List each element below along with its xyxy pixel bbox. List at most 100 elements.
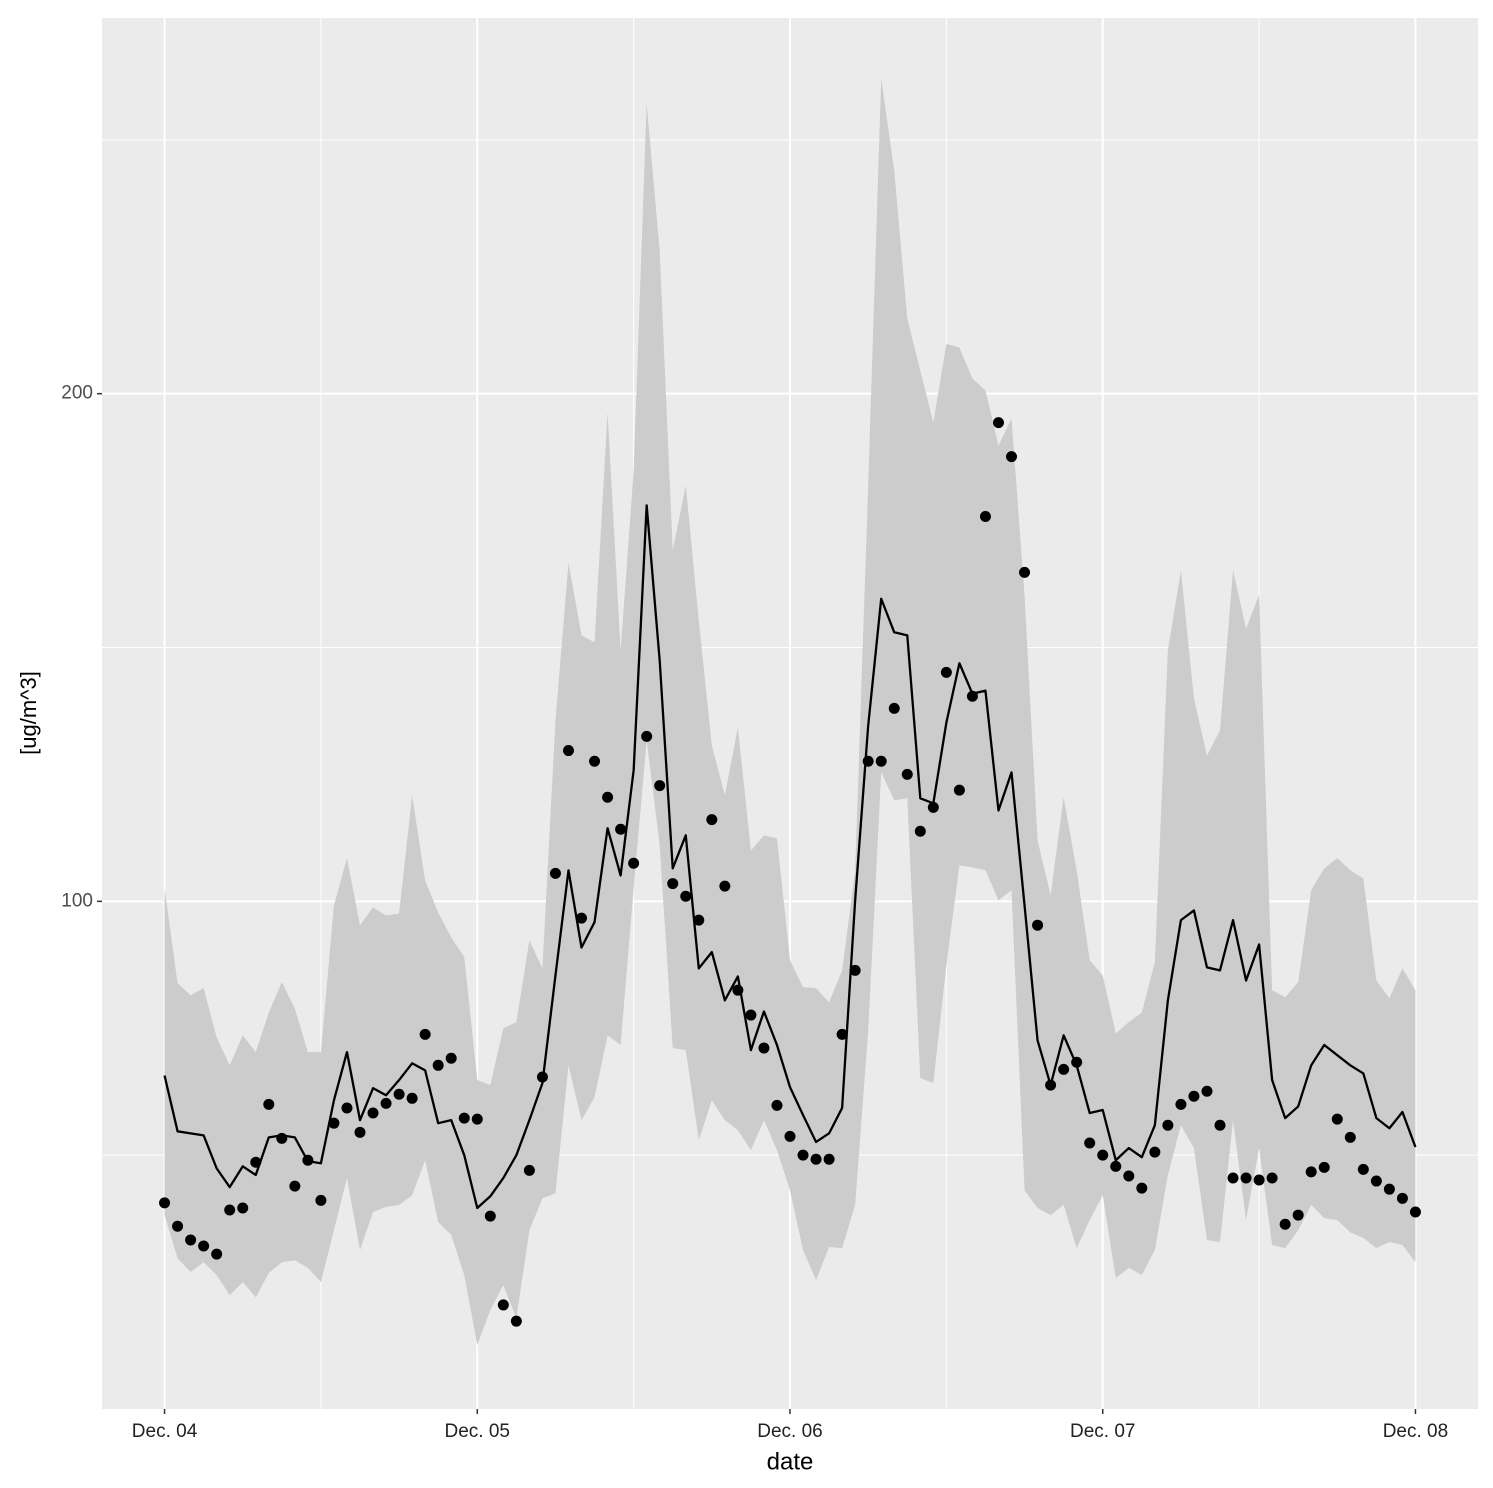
observed-point — [797, 1149, 809, 1161]
observed-point — [445, 1052, 457, 1064]
observed-point — [641, 730, 653, 742]
observed-point — [771, 1099, 783, 1111]
observed-point — [732, 984, 744, 996]
observed-point — [615, 823, 627, 835]
observed-point — [185, 1234, 197, 1246]
observed-point — [1396, 1192, 1408, 1204]
observed-point — [354, 1126, 366, 1138]
observed-point — [1279, 1218, 1291, 1230]
observed-point — [523, 1164, 535, 1176]
observed-point — [914, 825, 926, 837]
observed-point — [250, 1156, 262, 1168]
x-tick-label: Dec. 08 — [1383, 1421, 1448, 1442]
observed-point — [758, 1042, 770, 1054]
observed-point — [1370, 1175, 1382, 1187]
y-tick-label: 200 — [61, 383, 93, 404]
observed-point — [927, 801, 939, 813]
observed-point — [1175, 1098, 1187, 1110]
observed-point — [393, 1088, 405, 1100]
observed-point — [1253, 1174, 1265, 1186]
observed-point — [497, 1299, 509, 1311]
observed-point — [992, 417, 1004, 429]
observed-point — [1188, 1090, 1200, 1102]
x-tick-label: Dec. 07 — [1070, 1421, 1135, 1442]
observed-point — [875, 755, 887, 767]
observed-point — [1227, 1172, 1239, 1184]
observed-point — [328, 1117, 340, 1129]
observed-point — [1318, 1161, 1330, 1173]
observed-point — [549, 867, 561, 879]
observed-point — [458, 1112, 470, 1124]
observed-point — [979, 511, 991, 523]
observed-point — [784, 1130, 796, 1142]
observed-point — [1136, 1182, 1148, 1194]
y-axis-label: [ug/m^3] — [16, 671, 41, 755]
observed-point — [302, 1154, 314, 1166]
observed-point — [719, 880, 731, 892]
observed-point — [680, 890, 692, 902]
observed-point — [628, 857, 640, 869]
observed-point — [888, 702, 900, 714]
observed-point — [1383, 1183, 1395, 1195]
observed-point — [1045, 1079, 1057, 1091]
observed-point — [1084, 1137, 1096, 1149]
observed-point — [1149, 1146, 1161, 1158]
observed-point — [172, 1220, 184, 1232]
observed-point — [1357, 1163, 1369, 1175]
observed-point — [602, 791, 614, 803]
observed-point — [1058, 1063, 1070, 1075]
x-tick-label: Dec. 04 — [132, 1421, 198, 1442]
observed-point — [315, 1194, 327, 1206]
observed-point — [1344, 1131, 1356, 1143]
observed-point — [276, 1132, 288, 1144]
observed-point — [823, 1153, 835, 1165]
observed-point — [693, 914, 705, 926]
observed-point — [419, 1028, 431, 1040]
confidence-band — [164, 78, 1416, 1346]
observed-point — [1214, 1119, 1226, 1131]
observed-point — [849, 964, 861, 976]
observed-point — [263, 1098, 275, 1110]
observed-point — [159, 1197, 171, 1209]
observed-point — [862, 755, 874, 767]
observed-point — [667, 878, 679, 890]
observed-point — [810, 1153, 822, 1165]
observed-point — [836, 1028, 848, 1040]
observed-point — [1162, 1119, 1174, 1131]
observed-point — [380, 1097, 392, 1109]
observed-point — [1019, 566, 1031, 578]
observed-point — [901, 768, 913, 780]
observed-point — [562, 745, 574, 757]
observed-point — [940, 666, 952, 678]
observed-point — [510, 1315, 522, 1327]
observed-point — [654, 780, 666, 792]
observed-point — [953, 784, 965, 796]
observed-point — [1201, 1085, 1213, 1097]
observed-point — [1006, 451, 1018, 463]
observed-point — [211, 1248, 223, 1260]
observed-point — [966, 690, 978, 702]
prediction-line — [163, 504, 1417, 1210]
observed-point — [237, 1202, 249, 1214]
observed-point — [1266, 1172, 1278, 1184]
observed-point — [198, 1240, 210, 1252]
observed-point — [432, 1059, 444, 1071]
observed-point — [367, 1107, 379, 1119]
observed-point — [536, 1071, 548, 1083]
observed-point — [1409, 1206, 1421, 1218]
observed-point — [471, 1113, 483, 1125]
observed-point — [1071, 1056, 1083, 1068]
observed-point — [224, 1204, 236, 1216]
x-axis-label: date — [767, 1448, 814, 1475]
observed-point — [589, 755, 601, 767]
observed-point — [406, 1092, 418, 1104]
observed-point — [745, 1009, 757, 1021]
x-tick-label: Dec. 06 — [757, 1421, 822, 1442]
observed-point — [484, 1210, 496, 1222]
y-tick-label: 100 — [61, 890, 93, 911]
observed-point — [1292, 1209, 1304, 1221]
observed-point — [341, 1102, 353, 1114]
observed-point — [706, 814, 718, 826]
observed-point — [1032, 919, 1044, 931]
